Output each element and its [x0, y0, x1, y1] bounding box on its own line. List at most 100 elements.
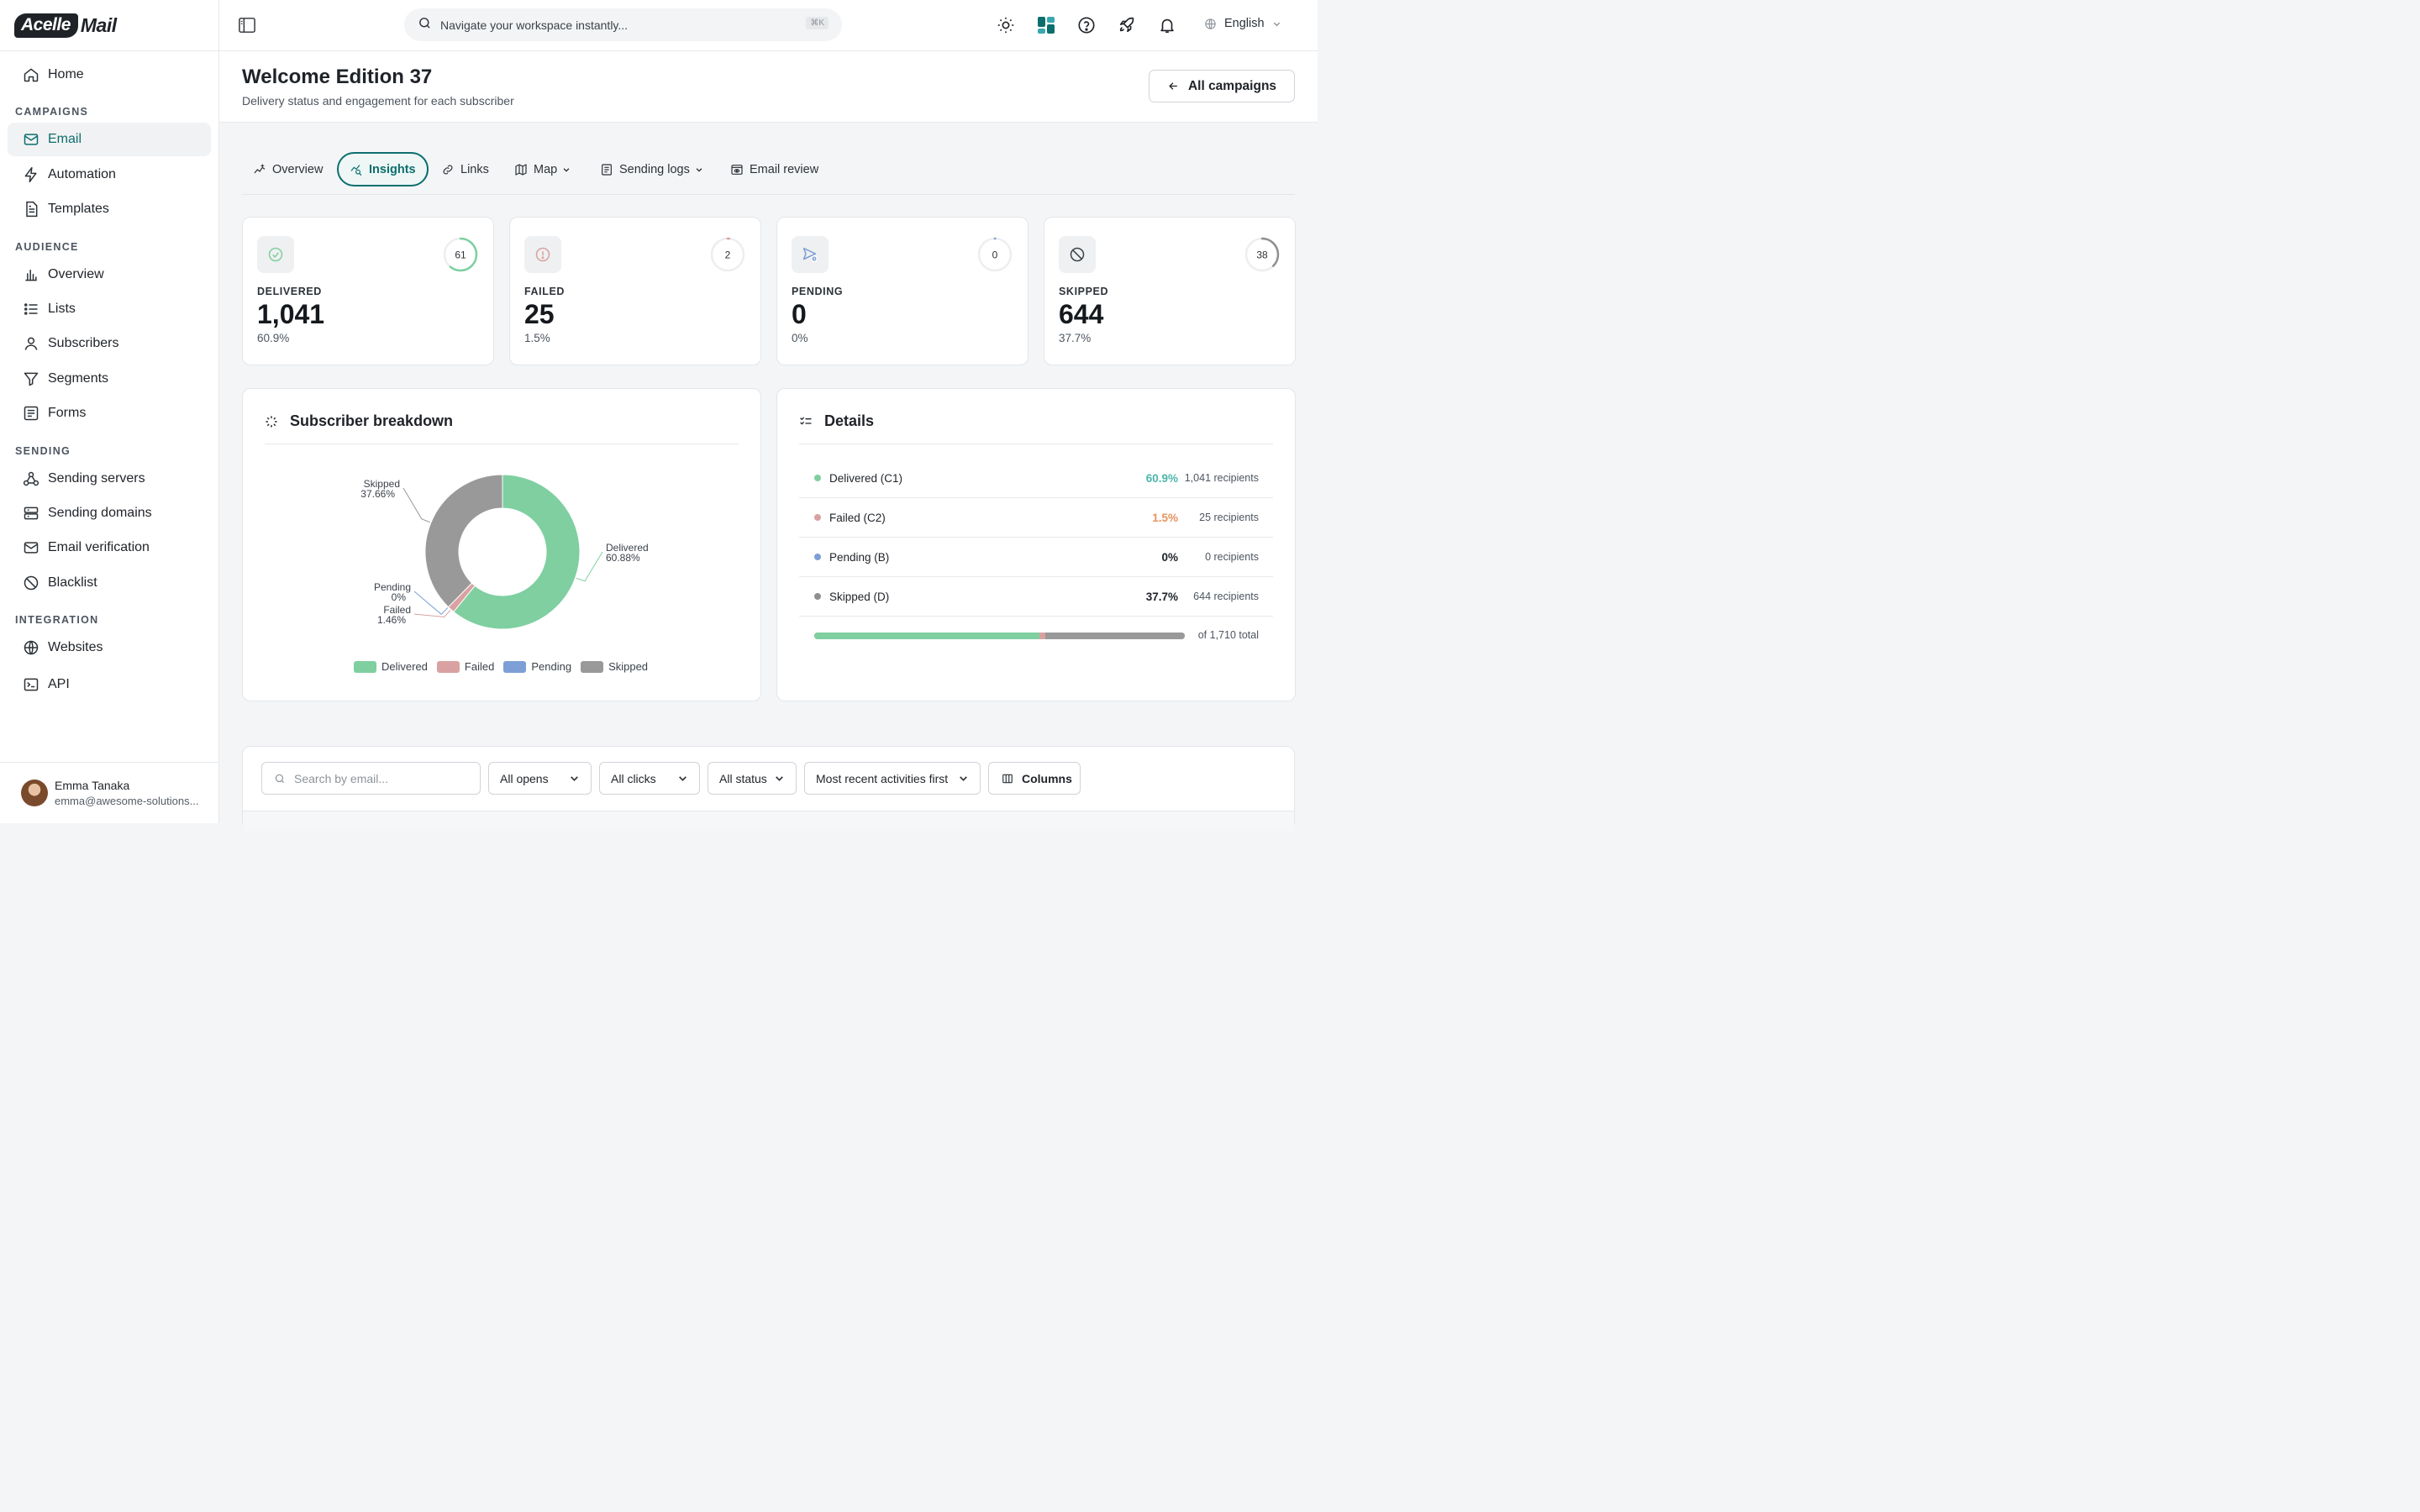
user-profile[interactable]: Emma Tanaka emma@awesome-solutions...	[0, 762, 218, 823]
language-label: English	[1224, 17, 1265, 30]
tab-label: Sending logs	[619, 162, 690, 176]
breakdown-title: Subscriber breakdown	[265, 412, 453, 430]
leader-line	[413, 591, 449, 615]
sidebar-item-label: Email	[48, 132, 82, 147]
sidebar-item-label: Blacklist	[48, 575, 97, 590]
status-filter-value: All status	[719, 771, 767, 785]
slice-label-name: Failed	[383, 604, 411, 616]
legend-label: Delivered	[381, 660, 428, 673]
stat-percent: 37.7%	[1059, 332, 1092, 344]
email-search-input[interactable]: Search by email...	[261, 762, 481, 795]
sidebar-item-websites[interactable]: Websites	[8, 631, 211, 664]
check-circle-icon	[257, 236, 294, 273]
bar-segment-skipped	[1044, 633, 1185, 639]
table-header	[243, 811, 1294, 831]
sidebar-item-sending-domains[interactable]: Sending domains	[8, 496, 211, 530]
stat-percent: 1.5%	[524, 332, 550, 344]
progress-ring: 0	[977, 237, 1013, 272]
sidebar-item-forms[interactable]: Forms	[8, 396, 211, 430]
all-campaigns-button[interactable]: All campaigns	[1149, 70, 1295, 102]
detail-recipients: 25 recipients	[1199, 512, 1259, 523]
slice-label-name: Delivered	[606, 542, 649, 554]
slice-label-value: 0%	[392, 591, 407, 603]
topbar: Navigate your workspace instantly... ⌘K …	[219, 0, 1318, 51]
clicks-filter-select[interactable]: All clicks	[599, 762, 700, 795]
logo-right: Mail	[80, 13, 117, 36]
stat-label: DELIVERED	[257, 286, 322, 297]
theme-toggle-icon[interactable]	[996, 15, 1016, 35]
detail-percent: 60.9%	[1145, 471, 1178, 485]
detail-percent: 1.5%	[1152, 511, 1178, 524]
help-icon[interactable]	[1076, 15, 1097, 35]
donut-slice-skipped[interactable]	[424, 474, 503, 608]
sidebar-item-email-verification[interactable]: Email verification	[8, 531, 211, 564]
tab-label: Map	[534, 162, 558, 176]
sidebar-item-templates[interactable]: Templates	[8, 192, 211, 226]
legend-item-delivered[interactable]: Delivered	[354, 660, 428, 673]
sidebar-toggle-icon[interactable]	[238, 17, 256, 38]
user-icon	[23, 335, 39, 352]
sidebar-item-sending-servers[interactable]: Sending servers	[8, 462, 211, 496]
details-panel: Details Delivered (C1) 60.9% 1,041 recip…	[776, 388, 1296, 701]
search-icon	[418, 16, 432, 34]
mail-icon	[23, 131, 39, 148]
tab-links[interactable]: Links	[441, 152, 489, 186]
sidebar-item-blacklist[interactable]: Blacklist	[8, 566, 211, 600]
bell-icon[interactable]	[1157, 15, 1177, 35]
sidebar-nav: Home CAMPAIGNS Email Automation Template…	[0, 51, 218, 701]
legend-item-pending[interactable]: Pending	[503, 660, 571, 673]
sidebar-item-subscribers[interactable]: Subscribers	[8, 327, 211, 360]
legend-item-failed[interactable]: Failed	[436, 660, 494, 673]
columns-button[interactable]: Columns	[988, 762, 1081, 795]
apps-icon[interactable]	[1036, 15, 1056, 35]
legend-item-skipped[interactable]: Skipped	[581, 660, 648, 673]
sidebar-item-email[interactable]: Email	[8, 123, 211, 157]
stat-percent: 0%	[792, 332, 808, 344]
log-icon	[600, 163, 613, 176]
sidebar-item-label: Websites	[48, 640, 103, 655]
sidebar-item-automation[interactable]: Automation	[8, 158, 211, 192]
tab-email-review[interactable]: Email review	[730, 152, 818, 186]
opens-filter-select[interactable]: All opens	[488, 762, 592, 795]
sidebar-item-lists[interactable]: Lists	[8, 292, 211, 326]
global-search[interactable]: Navigate your workspace instantly... ⌘K	[404, 8, 842, 41]
tab-sending-logs[interactable]: Sending logs	[600, 152, 703, 186]
search-placeholder: Navigate your workspace instantly...	[440, 18, 629, 32]
details-title-text: Details	[824, 412, 875, 429]
chevron-down-icon	[958, 773, 969, 786]
eye-icon	[730, 163, 744, 176]
send-clock-icon	[792, 236, 829, 273]
sidebar-item-overview[interactable]: Overview	[8, 258, 211, 291]
sidebar-item-label: Home	[48, 67, 84, 81]
tab-label: Insights	[369, 162, 416, 176]
tab-overview[interactable]: Overview	[253, 152, 323, 186]
tab-insights[interactable]: Insights	[337, 152, 429, 186]
app-logo[interactable]: Acelle Mail	[14, 13, 117, 38]
status-filter-select[interactable]: All status	[708, 762, 797, 795]
stat-percent: 60.9%	[257, 332, 290, 344]
detail-name: Pending (B)	[829, 550, 890, 564]
bar-segment-delivered	[814, 633, 1040, 639]
terminal-icon	[23, 676, 39, 693]
sidebar-item-home[interactable]: Home	[8, 58, 211, 92]
slice-label-name: Pending	[374, 581, 411, 593]
user-name: Emma Tanaka	[55, 779, 130, 792]
language-selector[interactable]: English	[1204, 17, 1281, 30]
status-dot	[814, 593, 821, 600]
details-title: Details	[799, 412, 874, 430]
ring-value: 61	[455, 249, 466, 261]
stat-card-pending: 0 PENDING 0 0%	[776, 217, 1028, 365]
legend-label: Skipped	[608, 660, 649, 673]
breakdown-title-text: Subscriber breakdown	[290, 412, 454, 429]
chevron-down-icon	[562, 165, 571, 174]
stacked-progress-bar	[814, 633, 1185, 639]
sidebar-item-api[interactable]: API	[8, 668, 211, 701]
donut-slice-delivered[interactable]	[453, 474, 581, 630]
chevron-down-icon	[1272, 19, 1281, 29]
sidebar-item-segments[interactable]: Segments	[8, 362, 211, 396]
tab-map[interactable]: Map	[514, 152, 571, 186]
sort-select[interactable]: Most recent activities first	[804, 762, 981, 795]
clicks-filter-value: All clicks	[611, 771, 656, 785]
rocket-icon[interactable]	[1117, 15, 1137, 35]
